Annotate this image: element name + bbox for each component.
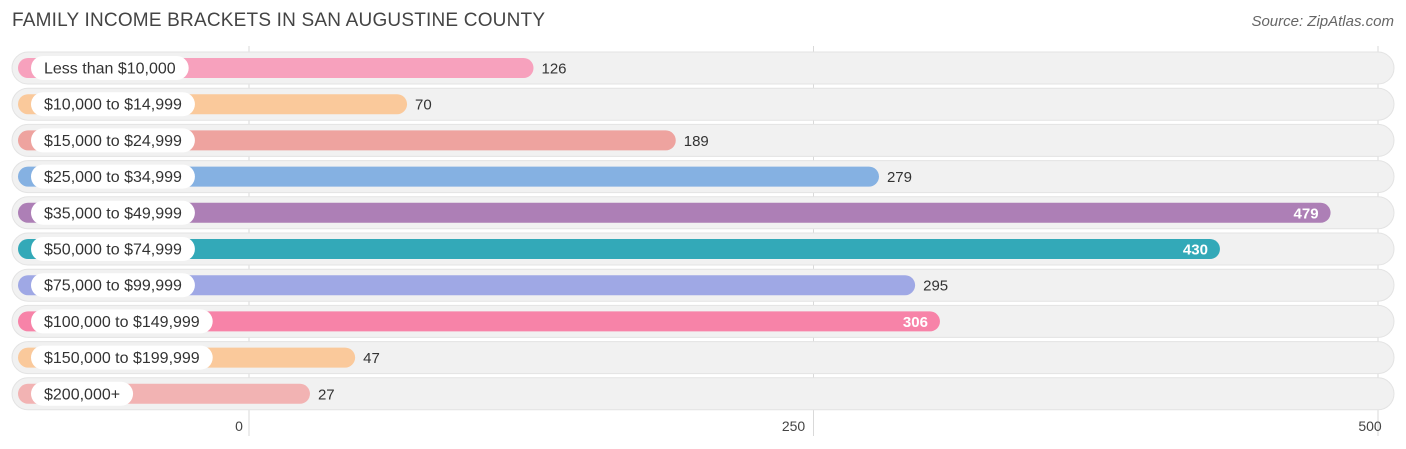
data-label: 27 [318, 386, 335, 403]
category-label-pill [31, 345, 213, 370]
bar-row: $50,000 to $74,999 430 [11, 232, 1395, 266]
bar-row: $10,000 to $14,999 70 [11, 87, 1395, 121]
chart-title: FAMILY INCOME BRACKETS IN SAN AUGUSTINE … [12, 10, 546, 31]
x-tick-label: 0 [235, 418, 243, 434]
category-label-pill [31, 309, 213, 334]
category-label: $10,000 to $14,999 [44, 97, 182, 114]
data-label: 306 [903, 314, 928, 331]
category-label-pill [31, 200, 195, 225]
data-label: 295 [923, 278, 948, 295]
bar [18, 311, 940, 332]
data-label: 279 [887, 169, 912, 186]
bar-row: $25,000 to $34,999 279 [11, 160, 1395, 194]
category-label-pill [31, 237, 195, 261]
category-label: $150,000 to $199,999 [44, 350, 200, 367]
bar-row: $150,000 to $199,999 47 [11, 341, 1395, 375]
category-label-pill [31, 273, 195, 298]
category-label-pill [31, 164, 195, 189]
bar [18, 275, 916, 296]
x-axis-ticks: 0 250 500 [235, 418, 1382, 434]
source-label: Source: ZipAtlas.com [1251, 13, 1394, 30]
category-label: $15,000 to $24,999 [44, 133, 182, 150]
data-label: 189 [684, 133, 709, 150]
data-label: 479 [1294, 205, 1319, 222]
bar-row: $35,000 to $49,999 479 [11, 196, 1395, 230]
data-label: 47 [363, 350, 380, 367]
category-label: $75,000 to $99,999 [44, 278, 182, 295]
bar-row: $100,000 to $149,999 306 [11, 304, 1395, 338]
bar-row: $15,000 to $24,999 189 [11, 123, 1395, 157]
bar-track [11, 341, 1395, 375]
bar [18, 202, 1331, 223]
category-label-pill [31, 56, 189, 80]
category-label: $50,000 to $74,999 [44, 242, 182, 259]
bar-rows: Less than $10,000 126 $10,000 to $14,999 70… [11, 51, 1395, 411]
x-tick-label: 250 [782, 418, 806, 434]
bar [18, 239, 1220, 259]
bar-row: Less than $10,000 126 [11, 51, 1395, 85]
data-label: 70 [415, 97, 432, 114]
data-label: 126 [542, 61, 567, 78]
bar-row: $200,000+ 27 [11, 377, 1395, 411]
x-tick-label: 500 [1358, 418, 1382, 434]
bar [18, 166, 879, 187]
category-label: $25,000 to $34,999 [44, 169, 182, 186]
category-label: $200,000+ [44, 386, 120, 403]
bar-track [11, 377, 1395, 411]
category-label-pill [31, 92, 195, 117]
category-label-pill [31, 128, 195, 153]
data-label: 430 [1183, 242, 1208, 259]
category-label-pill [31, 381, 134, 406]
category-label: Less than $10,000 [44, 61, 176, 78]
category-label: $100,000 to $149,999 [44, 314, 200, 331]
category-label: $35,000 to $49,999 [44, 205, 182, 222]
bar-row: $75,000 to $99,999 295 [11, 268, 1395, 302]
